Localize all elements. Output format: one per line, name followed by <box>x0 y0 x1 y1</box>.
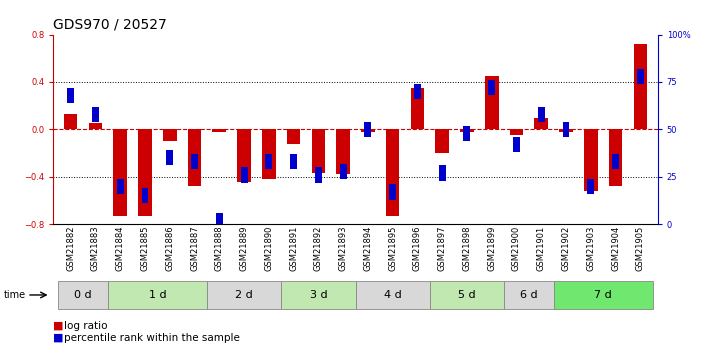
FancyBboxPatch shape <box>281 281 356 309</box>
Bar <box>237 129 251 181</box>
Bar <box>386 129 400 216</box>
FancyBboxPatch shape <box>108 281 207 309</box>
Bar <box>138 129 151 216</box>
Text: 4 d: 4 d <box>384 290 402 300</box>
Bar <box>485 76 498 129</box>
FancyBboxPatch shape <box>554 281 653 309</box>
Bar <box>361 129 375 132</box>
Bar <box>262 129 276 179</box>
Bar <box>439 166 446 181</box>
Bar <box>117 179 124 194</box>
Bar <box>414 84 421 99</box>
Text: 7 d: 7 d <box>594 290 612 300</box>
Bar <box>609 129 622 186</box>
Bar <box>389 184 396 199</box>
Bar <box>163 129 176 141</box>
Text: time: time <box>4 290 26 300</box>
Text: ■: ■ <box>53 333 64 343</box>
Bar <box>290 154 297 169</box>
Bar <box>92 107 99 122</box>
Bar <box>464 126 471 141</box>
Bar <box>141 188 149 204</box>
Bar <box>411 88 424 129</box>
FancyBboxPatch shape <box>58 281 108 309</box>
Text: log ratio: log ratio <box>64 321 107 331</box>
Bar <box>166 150 173 166</box>
FancyBboxPatch shape <box>207 281 281 309</box>
Bar <box>510 129 523 135</box>
Text: 3 d: 3 d <box>309 290 327 300</box>
Bar <box>637 69 643 84</box>
Bar <box>68 88 74 103</box>
Bar <box>365 122 371 137</box>
Bar <box>113 129 127 216</box>
Bar <box>488 80 495 95</box>
Bar <box>612 154 619 169</box>
Bar <box>535 118 548 129</box>
Bar <box>265 154 272 169</box>
Bar <box>311 129 325 173</box>
Bar <box>216 213 223 228</box>
Bar <box>513 137 520 152</box>
Bar <box>584 129 598 191</box>
Text: 2 d: 2 d <box>235 290 253 300</box>
FancyBboxPatch shape <box>430 281 504 309</box>
Bar <box>213 129 226 132</box>
Text: 0 d: 0 d <box>74 290 92 300</box>
Bar <box>315 167 322 183</box>
Bar <box>538 107 545 122</box>
Bar <box>336 129 350 175</box>
Bar <box>240 167 247 183</box>
Text: percentile rank within the sample: percentile rank within the sample <box>64 333 240 343</box>
Text: 6 d: 6 d <box>520 290 538 300</box>
Text: GDS970 / 20527: GDS970 / 20527 <box>53 18 167 32</box>
Bar <box>64 114 77 129</box>
Bar <box>460 129 474 132</box>
Bar <box>89 124 102 129</box>
Text: ■: ■ <box>53 321 64 331</box>
FancyBboxPatch shape <box>504 281 554 309</box>
Bar <box>188 129 201 186</box>
Bar <box>435 129 449 153</box>
Bar <box>562 122 570 137</box>
Bar <box>634 44 647 129</box>
Text: 5 d: 5 d <box>458 290 476 300</box>
Text: 1 d: 1 d <box>149 290 166 300</box>
Bar <box>287 129 300 144</box>
Bar <box>560 129 573 132</box>
Bar <box>191 154 198 169</box>
Bar <box>587 179 594 194</box>
FancyBboxPatch shape <box>356 281 430 309</box>
Bar <box>340 164 346 179</box>
